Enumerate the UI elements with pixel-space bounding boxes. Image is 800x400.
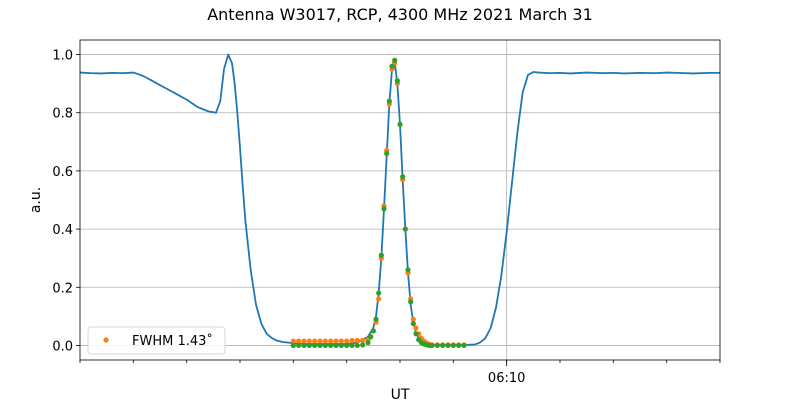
- data-point: [333, 342, 339, 349]
- data-point: [365, 339, 371, 346]
- data-point: [328, 342, 334, 349]
- data-point: [360, 337, 366, 344]
- data-point: [296, 342, 302, 349]
- y-tick-label: 0.8: [52, 107, 73, 122]
- data-point: [450, 342, 456, 349]
- data-point: [386, 98, 392, 104]
- y-tick-label: 1.0: [52, 49, 73, 64]
- data-point: [349, 337, 355, 344]
- data-point: [344, 338, 350, 344]
- data-point: [370, 328, 376, 334]
- data-point: [290, 342, 296, 349]
- data-point: [376, 290, 382, 296]
- data-point: [306, 342, 312, 349]
- data-point: [328, 338, 334, 344]
- data-point: [333, 338, 339, 344]
- data-point: [392, 57, 398, 63]
- chart-title: Antenna W3017, RCP, 4300 MHz 2021 March …: [207, 5, 593, 24]
- data-point: [394, 78, 400, 84]
- data-point: [376, 296, 382, 302]
- y-tick-label: 0.6: [52, 165, 73, 180]
- data-point: [429, 342, 435, 349]
- data-point: [317, 342, 323, 349]
- y-axis-label: a.u.: [28, 187, 44, 213]
- axes-frame: [79, 39, 721, 361]
- data-point: [301, 342, 307, 349]
- axes: [79, 39, 721, 361]
- data-point: [461, 342, 467, 349]
- y-tick-label: 0.4: [52, 223, 73, 238]
- data-point: [354, 337, 360, 344]
- data-point: [405, 267, 411, 273]
- legend-marker: [103, 337, 109, 343]
- data-point: [410, 321, 416, 327]
- legend-box: [87, 326, 226, 355]
- data-point: [349, 342, 355, 349]
- data-point: [440, 342, 446, 349]
- data-point: [408, 299, 414, 305]
- data-point: [400, 174, 406, 180]
- data-point: [354, 342, 360, 349]
- data-point: [389, 63, 395, 69]
- plot-area: [79, 53, 720, 349]
- data-point: [301, 338, 307, 344]
- data-point: [456, 342, 462, 349]
- data-point: [381, 206, 387, 212]
- data-point: [397, 121, 403, 127]
- data-point: [312, 338, 318, 344]
- data-point: [322, 342, 328, 349]
- data-point: [373, 316, 379, 322]
- data-point: [338, 342, 344, 349]
- grid-lines: [80, 40, 720, 360]
- data-point: [312, 342, 318, 349]
- data-point: [445, 342, 451, 349]
- data-point: [338, 338, 344, 344]
- series-line: [79, 53, 720, 346]
- data-point: [413, 331, 419, 337]
- data-point: [317, 338, 323, 344]
- data-point: [360, 342, 366, 348]
- data-point: [344, 342, 350, 349]
- data-point: [378, 252, 384, 258]
- y-tick-label: 0.0: [52, 339, 73, 354]
- data-point: [413, 325, 419, 331]
- data-point: [410, 316, 416, 322]
- data-point: [434, 342, 440, 349]
- data-point: [384, 150, 390, 157]
- legend-label: FWHM 1.43˚: [132, 333, 213, 349]
- data-point: [306, 338, 312, 344]
- data-point: [296, 338, 302, 344]
- legend: FWHM 1.43˚: [87, 326, 226, 355]
- x-tick-label: 06:10: [488, 371, 525, 386]
- x-axis-label: UT: [391, 387, 410, 400]
- y-tick-label: 0.2: [52, 281, 73, 296]
- data-point: [322, 338, 328, 344]
- data-point: [290, 338, 296, 344]
- tick-marks: 0.0 0.2 0.4 0.6 0.8 1.0 06:10: [52, 49, 721, 386]
- data-point: [402, 226, 408, 232]
- data-point: [368, 334, 374, 340]
